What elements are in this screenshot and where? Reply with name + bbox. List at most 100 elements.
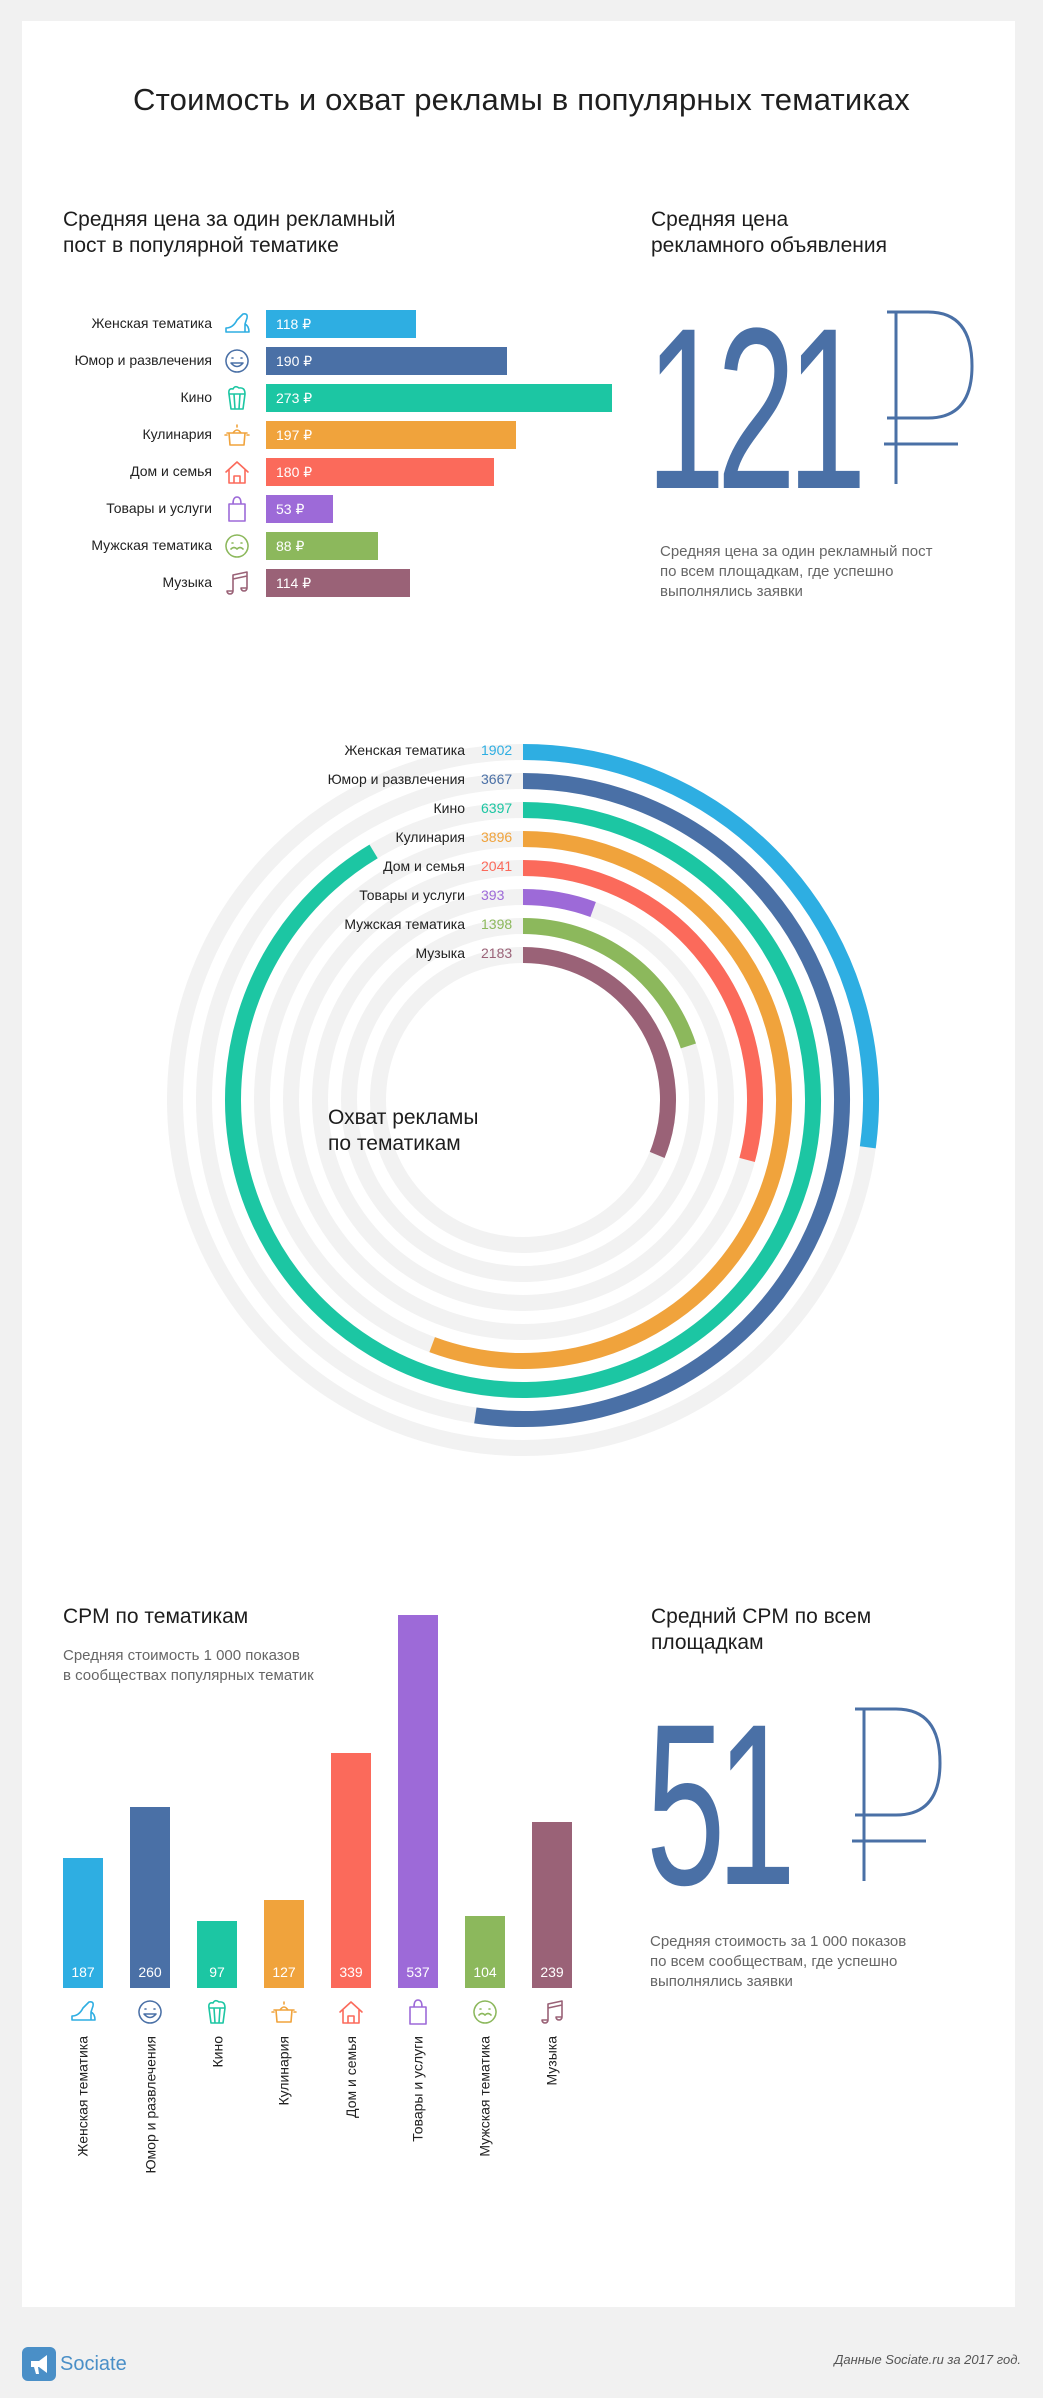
- cpm-category-label: Мужская тематика: [477, 2036, 493, 2157]
- price-bar: 114 ₽: [266, 569, 410, 597]
- price-row-icon: [223, 569, 251, 597]
- music-note-icon: [226, 571, 248, 595]
- reach-arc: [225, 802, 821, 1398]
- price-row-label: Мужская тематика: [91, 537, 212, 553]
- price-bar: 197 ₽: [266, 421, 516, 449]
- price-row: Музыка 114 ₽: [0, 569, 620, 597]
- shoe-icon: [71, 2001, 96, 2021]
- reach-value: 3667: [481, 771, 513, 787]
- price-row: Дом и семья 180 ₽: [0, 458, 620, 486]
- price-bar-value: 180 ₽: [276, 464, 313, 480]
- price-row-label: Женская тематика: [91, 315, 212, 331]
- price-row-icon: [223, 421, 251, 449]
- reach-value: 1902: [481, 742, 513, 758]
- reach-radial-chart: [167, 744, 879, 1456]
- cpm-bar-value: 537: [406, 1964, 430, 1980]
- pot-icon: [271, 2001, 297, 2023]
- price-bar-value: 190 ₽: [276, 353, 313, 369]
- reach-value: 2041: [481, 858, 513, 874]
- cpm-bar: 260: [130, 1807, 170, 1988]
- reach-value: 6397: [481, 800, 513, 816]
- cpm-bar-value: 97: [209, 1964, 225, 1980]
- reach-section-title: Охват рекламы по тематикам: [328, 1106, 479, 1155]
- music-note-icon: [541, 2000, 563, 2024]
- cpm-bar-value: 239: [540, 1964, 564, 1980]
- avg-price-currency-icon: [884, 310, 974, 484]
- price-row-label: Кино: [180, 389, 213, 405]
- avg-price-title: Средняя цена рекламного объявления: [651, 208, 887, 257]
- page-title: Стоимость и охват рекламы в популярных т…: [133, 82, 910, 117]
- cpm-category-label: Дом и семья: [343, 2036, 359, 2118]
- price-row: Юмор и развлечения 190 ₽: [0, 347, 620, 375]
- cpm-bar: 97: [197, 1921, 237, 1988]
- price-row-label: Кулинария: [142, 426, 212, 442]
- cpm-bar-value: 260: [138, 1964, 162, 1980]
- avg-cpm-note: Средняя стоимость за 1 000 показов по вс…: [650, 1933, 907, 1990]
- cpm-category-label: Женская тематика: [75, 2036, 91, 2157]
- cpm-icon: [404, 1998, 432, 2026]
- reach-value: 1398: [481, 916, 513, 932]
- reach-arc: [522, 947, 676, 1158]
- cpm-bar-value: 187: [71, 1964, 95, 1980]
- cpm-section-subtitle: Средняя стоимость 1 000 показов в сообще…: [63, 1647, 314, 1684]
- cpm-icon: [538, 1998, 566, 2026]
- reach-arc: [429, 831, 792, 1369]
- popcorn-icon: [228, 385, 246, 410]
- price-bar-value: 118 ₽: [276, 316, 312, 332]
- reach-arc: [522, 860, 763, 1162]
- house-icon: [339, 2001, 363, 2024]
- cpm-icon: [337, 1998, 365, 2026]
- pot-icon: [224, 424, 250, 446]
- price-bar-value: 273 ₽: [276, 390, 313, 406]
- shopping-bag-icon: [228, 496, 246, 522]
- shoe-icon: [225, 313, 250, 333]
- price-bar: 118 ₽: [266, 310, 416, 338]
- cpm-icon: [136, 1998, 164, 2026]
- mustache-face-icon: [473, 2000, 497, 2024]
- reach-label: Дом и семья: [383, 858, 465, 874]
- price-bar: 180 ₽: [266, 458, 494, 486]
- price-row-label: Дом и семья: [130, 463, 212, 479]
- cpm-icon: [69, 1998, 97, 2026]
- price-bar-value: 197 ₽: [276, 427, 313, 443]
- avg-price-number: 121: [646, 280, 867, 537]
- reach-label: Кулинария: [395, 829, 465, 845]
- cpm-icon: [203, 1998, 231, 2026]
- price-row-icon: [223, 347, 251, 375]
- price-bar: 88 ₽: [266, 532, 378, 560]
- cpm-bar-value: 339: [339, 1964, 363, 1980]
- price-row-icon: [223, 310, 251, 338]
- price-row-icon: [223, 384, 251, 412]
- avg-cpm-number: 51: [646, 1676, 796, 1933]
- reach-arc: [522, 744, 879, 1149]
- price-bar-value: 88 ₽: [276, 538, 305, 554]
- megaphone-icon: [22, 2347, 56, 2381]
- price-section-title: Средняя цена за один рекламный пост в по…: [63, 208, 396, 257]
- price-row-icon: [223, 458, 251, 486]
- price-row-icon: [223, 532, 251, 560]
- cpm-bar: 187: [63, 1858, 103, 1988]
- smiley-icon: [138, 2000, 162, 2024]
- cpm-icon: [270, 1998, 298, 2026]
- price-row-label: Музыка: [162, 574, 212, 590]
- reach-value: 3896: [481, 829, 513, 845]
- price-row: Мужская тематика 88 ₽: [0, 532, 620, 560]
- mustache-face-icon: [225, 534, 249, 558]
- cpm-bar-value: 104: [473, 1964, 497, 1980]
- price-bar-value: 53 ₽: [276, 501, 305, 517]
- price-row-label: Товары и услуги: [106, 500, 212, 516]
- cpm-bar: 339: [331, 1753, 371, 1988]
- reach-label: Юмор и развлечения: [327, 771, 465, 787]
- cpm-section-title: CPM по тематикам: [63, 1605, 249, 1628]
- reach-arc: [474, 773, 851, 1427]
- smiley-icon: [225, 349, 249, 373]
- reach-value: 2183: [481, 945, 513, 961]
- price-row-icon: [223, 495, 251, 523]
- reach-arc: [522, 889, 596, 918]
- cpm-category-label: Юмор и развлечения: [142, 2036, 158, 2174]
- price-row: Товары и услуги 53 ₽: [0, 495, 620, 523]
- cpm-category-label: Кулинария: [276, 2036, 292, 2106]
- shopping-bag-icon: [409, 1999, 427, 2025]
- house-icon: [225, 461, 249, 484]
- price-bar: 273 ₽: [266, 384, 612, 412]
